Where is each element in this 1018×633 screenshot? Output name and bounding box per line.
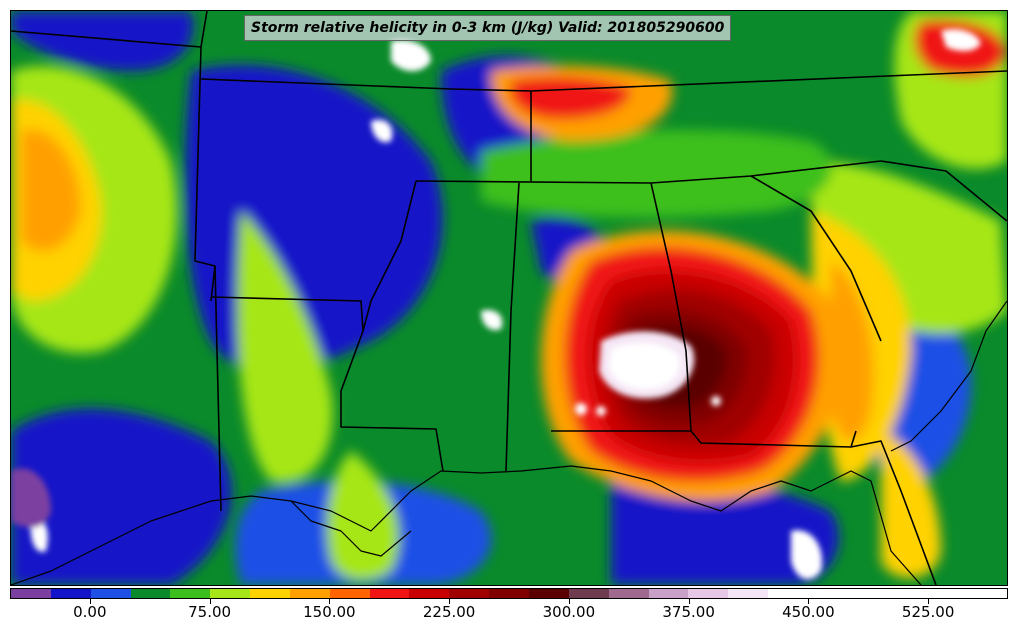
colorbar-tick bbox=[209, 599, 211, 604]
colorbar-cell bbox=[50, 589, 91, 598]
colorbar-cell bbox=[807, 589, 848, 598]
colorbar-tick bbox=[688, 599, 690, 604]
colorbar-tick bbox=[928, 599, 930, 604]
colorbar-cell bbox=[568, 589, 609, 598]
colorbar-cell bbox=[847, 589, 888, 598]
colorbar-ticks bbox=[10, 599, 1008, 605]
colorbar-cell bbox=[170, 589, 211, 598]
colorbar-cell bbox=[608, 589, 649, 598]
colorbar-tick-label: 150.00 bbox=[303, 603, 356, 621]
field-peaks bbox=[11, 29, 981, 580]
colorbar-tick bbox=[808, 599, 810, 604]
colorbar-labels: 0.00 75.00 150.00 225.00 300.00 375.00 450.00 5… bbox=[10, 603, 1008, 625]
colorbar-cell bbox=[887, 589, 928, 598]
colorbar-cell bbox=[967, 589, 1008, 598]
colorbar-tick bbox=[449, 599, 451, 604]
colorbar-tick-label: 525.00 bbox=[901, 603, 955, 621]
colorbar-tick-label: 300.00 bbox=[542, 603, 596, 621]
colorbar-cell bbox=[449, 589, 490, 598]
colorbar-tick-label: 375.00 bbox=[662, 603, 715, 621]
map-title-box: Storm relative helicity in 0-3 km (J/kg)… bbox=[244, 15, 732, 41]
colorbar-cell bbox=[489, 589, 529, 598]
colorbar-tick-label: 0.00 bbox=[73, 603, 107, 621]
colorbar-cell bbox=[369, 589, 410, 598]
helicity-map bbox=[11, 11, 1007, 585]
colorbar-cell bbox=[688, 589, 729, 598]
colorbar-tick bbox=[329, 599, 331, 604]
colorbar-cell bbox=[90, 589, 131, 598]
map-title: Storm relative helicity in 0-3 km (J/kg)… bbox=[251, 20, 725, 36]
colorbar-cell bbox=[768, 589, 808, 598]
colorbar-cell bbox=[409, 589, 450, 598]
state-boundaries bbox=[11, 11, 1007, 585]
colorbar-tick bbox=[568, 599, 570, 604]
colorbar-cell bbox=[528, 589, 569, 598]
colorbar-cell bbox=[210, 589, 251, 598]
map-panel bbox=[10, 10, 1008, 586]
colorbar-cell bbox=[250, 589, 290, 598]
coastline bbox=[11, 300, 1007, 585]
colorbar-tick-label: 450.00 bbox=[782, 603, 835, 621]
colorbar-cell bbox=[728, 589, 769, 598]
colorbar-cell bbox=[329, 589, 370, 598]
colorbar-cell bbox=[130, 589, 171, 598]
colorbar bbox=[10, 588, 1008, 599]
colorbar-tick-label: 225.00 bbox=[422, 603, 476, 621]
colorbar-cell bbox=[927, 589, 968, 598]
colorbar-tick-label: 75.00 bbox=[188, 603, 232, 621]
colorbar-cell bbox=[11, 589, 51, 598]
colorbar-cell bbox=[289, 589, 330, 598]
colorbar-cell bbox=[648, 589, 689, 598]
colorbar-tick bbox=[89, 599, 91, 604]
